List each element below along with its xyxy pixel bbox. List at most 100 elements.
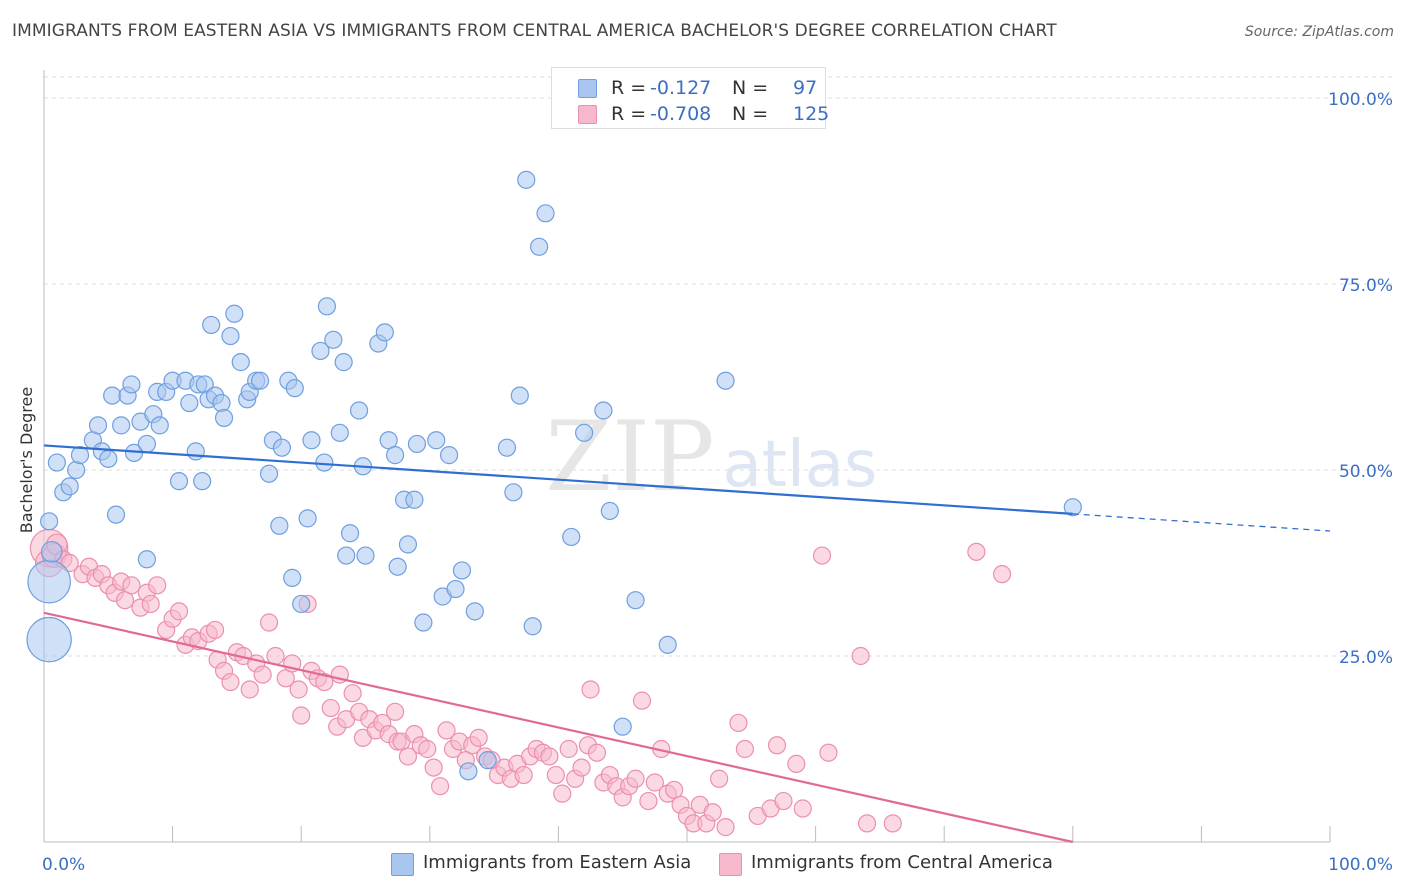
point-central-america bbox=[205, 620, 225, 640]
r-value: -0.127 bbox=[650, 77, 712, 99]
point-central-america bbox=[729, 713, 748, 733]
point-central-america bbox=[253, 665, 272, 684]
point-central-america bbox=[289, 680, 308, 699]
point-eastern-asia bbox=[272, 438, 292, 457]
point-central-america bbox=[424, 758, 443, 777]
point-eastern-asia bbox=[439, 446, 459, 465]
n-label: N = bbox=[732, 103, 769, 125]
point-central-america bbox=[767, 736, 787, 755]
point-eastern-asia bbox=[334, 353, 353, 372]
point-central-america bbox=[626, 769, 645, 788]
point-eastern-asia bbox=[349, 401, 369, 420]
trend-line-eastern-asia-extension bbox=[1072, 513, 1331, 532]
point-eastern-asia bbox=[530, 237, 549, 256]
point-eastern-asia bbox=[375, 323, 394, 342]
point-central-america bbox=[141, 594, 160, 614]
point-central-america bbox=[514, 765, 533, 785]
chart-title: IMMIGRANTS FROM EASTERN ASIA VS IMMIGRAN… bbox=[12, 21, 1057, 41]
trend-lines bbox=[43, 444, 1331, 844]
point-eastern-asia bbox=[150, 416, 169, 435]
point-eastern-asia bbox=[292, 594, 311, 614]
point-eastern-asia bbox=[398, 535, 418, 554]
point-eastern-asia bbox=[613, 717, 632, 736]
point-eastern-asia bbox=[478, 751, 497, 770]
legend-swatch-central-america bbox=[719, 853, 742, 876]
n-label: N = bbox=[732, 77, 769, 99]
point-eastern-asia bbox=[414, 613, 433, 632]
point-central-america bbox=[774, 791, 793, 811]
point-eastern-asia bbox=[330, 423, 349, 442]
series-central-america-points bbox=[29, 528, 1012, 837]
n-value: 125 bbox=[793, 103, 830, 125]
y-axis-label: Bachelor's Degree bbox=[17, 387, 36, 533]
r-label: R = bbox=[611, 103, 647, 125]
swatch-eastern-asia bbox=[578, 79, 597, 98]
point-central-america bbox=[703, 803, 722, 822]
point-central-america bbox=[793, 799, 812, 818]
point-eastern-asia bbox=[446, 579, 465, 599]
point-eastern-asia bbox=[231, 353, 250, 372]
source-label: Source: ZipAtlas.com bbox=[1244, 24, 1394, 40]
swatch-central-america bbox=[578, 105, 597, 124]
legend-label-central-america: Immigrants from Central America bbox=[751, 852, 1053, 873]
r-label: R = bbox=[611, 77, 647, 99]
point-eastern-asia bbox=[626, 591, 645, 610]
point-eastern-asia bbox=[536, 204, 555, 223]
point-eastern-asia bbox=[324, 330, 343, 349]
point-eastern-asia bbox=[658, 635, 677, 654]
point-central-america bbox=[851, 646, 870, 666]
point-eastern-asia bbox=[356, 546, 375, 565]
point-eastern-asia bbox=[562, 527, 581, 547]
point-central-america bbox=[430, 777, 450, 796]
point-eastern-asia bbox=[311, 341, 330, 361]
point-eastern-asia bbox=[405, 490, 424, 509]
point-central-america bbox=[540, 747, 559, 766]
point-central-america bbox=[259, 613, 279, 632]
point-central-america bbox=[169, 602, 189, 621]
point-eastern-asia bbox=[221, 326, 240, 346]
point-central-america bbox=[122, 576, 141, 595]
point-eastern-asia bbox=[575, 423, 594, 442]
series-eastern-asia-points bbox=[26, 170, 1082, 781]
point-central-america bbox=[992, 565, 1012, 584]
point-eastern-asia bbox=[169, 472, 189, 491]
point-central-america bbox=[321, 698, 340, 718]
point-eastern-asia bbox=[259, 464, 279, 483]
point-eastern-asia bbox=[88, 416, 108, 435]
point-eastern-asia bbox=[26, 616, 72, 663]
point-central-america bbox=[437, 721, 456, 740]
point-eastern-asia bbox=[137, 434, 156, 454]
point-eastern-asia bbox=[407, 434, 427, 454]
point-eastern-asia bbox=[40, 512, 59, 531]
point-eastern-asia bbox=[298, 509, 317, 528]
point-central-america bbox=[148, 576, 167, 595]
point-central-america bbox=[266, 646, 285, 666]
point-eastern-asia bbox=[70, 446, 90, 465]
point-central-america bbox=[819, 743, 838, 762]
point-central-america bbox=[240, 680, 259, 699]
point-eastern-asia bbox=[180, 393, 199, 413]
point-eastern-asia bbox=[106, 505, 126, 524]
point-central-america bbox=[787, 754, 806, 773]
point-eastern-asia bbox=[283, 568, 302, 587]
point-eastern-asia bbox=[337, 546, 356, 565]
point-central-america bbox=[221, 672, 240, 692]
point-central-america bbox=[553, 784, 572, 803]
point-eastern-asia bbox=[317, 297, 337, 316]
point-central-america bbox=[716, 818, 735, 837]
point-central-america bbox=[581, 680, 600, 699]
point-central-america bbox=[572, 758, 591, 777]
point-eastern-asia bbox=[112, 416, 131, 435]
legend-label-eastern-asia: Immigrants from Eastern Asia bbox=[423, 852, 692, 873]
point-eastern-asia bbox=[459, 762, 478, 781]
point-eastern-asia bbox=[214, 408, 234, 428]
point-eastern-asia bbox=[60, 477, 79, 496]
tick-labels: 25.0% 50.0% 75.0% 100.0% 0.0% 100.0% bbox=[42, 90, 1393, 875]
point-eastern-asia bbox=[497, 438, 517, 457]
point-central-america bbox=[292, 706, 311, 725]
point-eastern-asia bbox=[103, 386, 122, 405]
point-central-america bbox=[469, 728, 488, 747]
x-tick-label-max: 100.0% bbox=[1328, 855, 1393, 875]
point-eastern-asia bbox=[600, 501, 619, 521]
